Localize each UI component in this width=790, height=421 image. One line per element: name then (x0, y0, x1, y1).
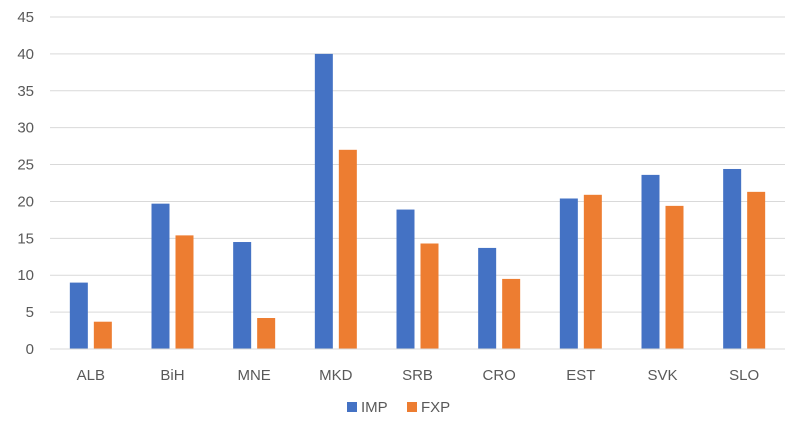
y-tick-label: 45 (17, 9, 34, 26)
y-tick-label: 5 (26, 304, 34, 321)
legend-label: FXP (421, 399, 450, 416)
y-tick-label: 40 (17, 46, 34, 63)
y-tick-label: 35 (17, 83, 34, 100)
x-tick-label: CRO (482, 367, 515, 384)
gridlines (50, 16, 785, 313)
legend: IMP FXP (347, 399, 450, 416)
x-tick-label: BiH (160, 367, 184, 384)
bar-imp-mkd (314, 53, 333, 350)
legend-label: IMP (361, 399, 388, 416)
bar-imp-alb (69, 282, 88, 349)
legend-swatch (407, 402, 417, 412)
bar-fxp-mkd (338, 149, 357, 349)
x-tick-label: EST (566, 367, 595, 384)
y-tick-label: 15 (17, 230, 34, 247)
x-tick-label: SRB (402, 367, 433, 384)
bar-imp-cro (478, 247, 497, 349)
x-tick-label: MKD (319, 367, 353, 384)
y-tick-label: 0 (26, 341, 34, 358)
x-tick-label: MNE (237, 367, 270, 384)
bar-fxp-svk (665, 205, 684, 349)
bar-imp-est (559, 198, 578, 349)
bar-fxp-est (583, 194, 602, 349)
y-tick-label: 20 (17, 193, 34, 210)
bar-imp-bih (151, 203, 170, 349)
y-tick-label: 10 (17, 267, 34, 284)
y-tick-label: 30 (17, 120, 34, 137)
bar-fxp-slo (747, 191, 766, 349)
x-tick-label: ALB (77, 367, 105, 384)
bar-imp-mne (233, 242, 252, 349)
bar-fxp-cro (502, 278, 521, 349)
legend-swatch (347, 402, 357, 412)
bar-imp-svk (641, 174, 660, 349)
axes: 0 5 10 15 20 25 30 35 40 45 ALB BiH MNE MKD SRB CRO EST S… (17, 9, 785, 384)
bars (69, 53, 766, 350)
bar-fxp-mne (257, 318, 276, 349)
bar-imp-srb (396, 209, 415, 349)
bar-fxp-srb (420, 243, 439, 349)
x-tick-label: SLO (729, 367, 759, 384)
bar-imp-slo (723, 168, 742, 349)
bar-fxp-alb (93, 321, 112, 349)
y-tick-label: 25 (17, 157, 34, 174)
bar-fxp-bih (175, 235, 194, 349)
x-tick-label: SVK (647, 367, 677, 384)
